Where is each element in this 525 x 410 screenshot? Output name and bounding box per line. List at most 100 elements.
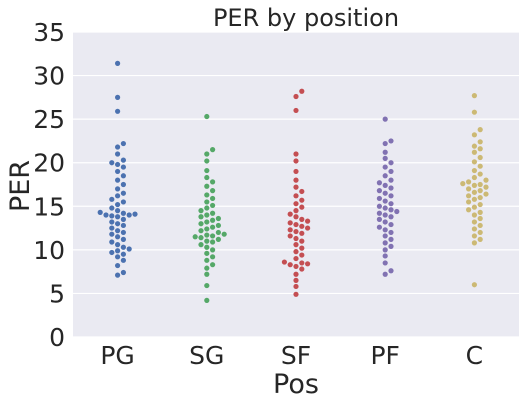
data-point-sg [204,192,210,198]
data-point-c [460,181,466,187]
data-point-sg [198,221,204,227]
data-point-pf [388,236,394,242]
data-point-sg [210,195,216,202]
data-point-sf [293,271,299,277]
data-point-pg [109,213,115,219]
data-point-sf [281,259,287,265]
data-point-c [477,215,483,222]
data-point-pf [382,219,388,225]
data-point-c [471,182,477,188]
data-point-sg [221,231,227,237]
data-point-c [483,191,489,197]
y-tick-label: 15 [33,192,65,221]
data-point-sg [198,242,204,248]
y-tick-label: 35 [33,18,65,47]
data-point-pf [382,164,388,170]
data-point-sg [204,219,210,225]
data-point-sf [293,151,299,157]
data-point-pg [120,244,126,250]
data-point-sg [204,183,210,189]
data-point-sf [299,223,305,229]
data-point-pg [109,239,115,245]
x-tick-label: PG [100,341,134,370]
data-point-sg [215,229,221,236]
data-point-sf [299,188,305,195]
data-point-c [471,132,477,138]
data-point-sg [210,217,216,223]
data-point-pg [115,94,121,100]
data-point-c [477,154,483,161]
data-points [97,60,489,303]
data-point-sg [192,234,198,240]
data-point-pg [115,168,121,175]
data-point-sg [210,233,216,239]
data-point-c [477,146,483,152]
data-point-c [477,236,483,242]
data-point-sg [210,202,216,209]
data-point-pg [115,262,121,269]
data-point-c [471,282,477,288]
data-point-pf [376,216,382,222]
data-point-sg [204,257,210,263]
data-point-sg [204,238,210,244]
data-point-sg [198,235,204,241]
data-point-pf [376,195,382,202]
x-tick-label: C [466,341,483,370]
data-point-sg [210,224,216,230]
data-point-c [466,179,472,185]
data-point-pg [115,108,121,114]
data-point-sf [293,214,299,220]
data-point-c [477,163,483,169]
data-point-pg [115,254,121,260]
data-point-c [471,109,477,115]
data-point-sf [299,204,305,210]
data-point-sg [210,210,216,216]
data-point-pg [115,248,121,254]
data-point-sf [293,255,299,262]
data-point-sg [198,228,204,234]
data-point-sg [204,232,210,238]
data-point-pf [388,201,394,207]
data-point-pf [388,243,394,249]
data-point-sf [293,158,299,164]
data-point-sf [287,233,293,239]
data-point-pg [109,249,115,256]
data-point-sf [299,216,305,222]
data-point-pg [120,229,126,236]
data-point-c [477,194,483,201]
data-point-pf [388,138,394,144]
data-point-sf [293,168,299,175]
data-point-pf [388,168,394,175]
data-point-pf [376,224,382,230]
data-point-pg [120,269,126,276]
data-point-pg [115,151,121,157]
data-point-sf [299,197,305,203]
data-point-pf [376,210,382,216]
data-point-pf [388,193,394,199]
data-point-sf [287,262,293,268]
data-point-pf [388,229,394,236]
data-point-pg [120,199,126,205]
data-point-sf [299,252,305,258]
data-point-pf [382,227,388,233]
data-point-pf [388,160,394,166]
data-point-pg [132,211,138,217]
data-point-c [471,159,477,165]
data-point-sg [215,215,221,222]
data-point-pg [120,222,126,229]
data-point-c [477,188,483,194]
data-point-sg [204,174,210,181]
chart-title: PER by position [213,4,399,32]
data-point-pg [115,221,121,227]
data-point-sf [293,107,299,114]
data-point-c [477,229,483,236]
data-point-pg [120,251,126,257]
data-point-sg [210,254,216,260]
y-tick-label: 5 [49,279,65,308]
data-point-sg [204,297,210,303]
y-tick-label: 20 [33,149,65,178]
data-point-c [466,193,472,199]
x-tick-labels: PG SG SF PF C [100,341,483,370]
data-point-c [483,177,489,183]
data-point-pg [109,225,115,231]
